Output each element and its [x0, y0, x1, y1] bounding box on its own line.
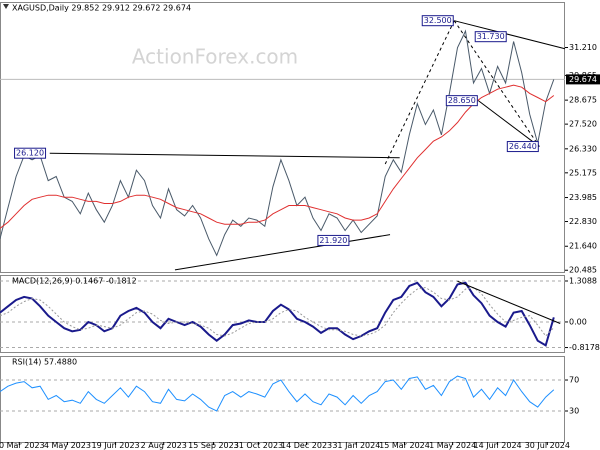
- panel-frame: [0, 275, 565, 353]
- annotation-box: [14, 147, 47, 159]
- annotation-box: [317, 234, 350, 246]
- annotation-box: [445, 95, 478, 107]
- watermark: ActionForex.com: [132, 45, 298, 69]
- symbol-icon: [3, 4, 9, 9]
- x-tick-label: 31 Oct 2023: [234, 441, 283, 450]
- annotation-label: 28.650: [448, 96, 476, 105]
- annotation-label: 31.730: [477, 32, 505, 41]
- annotation-box: [474, 31, 507, 43]
- y-tick-label: 28.675: [569, 96, 597, 105]
- series-line: [0, 84, 555, 229]
- annotation-label: 26.440: [509, 142, 537, 151]
- y-tick-label: 27.520: [569, 120, 597, 129]
- trendline: [384, 20, 455, 165]
- series-line: [0, 375, 555, 412]
- x-tick-label: 20 Mar 2023: [0, 441, 45, 450]
- x-tick-label: 1 May 2024: [429, 441, 476, 450]
- panel-frame: [0, 2, 565, 273]
- last-price-label: 29.674: [569, 75, 597, 84]
- panel-title: RSI(14) 57.4880: [12, 358, 77, 367]
- y-tick-label: 21.640: [569, 242, 597, 251]
- panel-title: MACD(12,26,9) 0.1467 -0.1812: [12, 277, 137, 286]
- x-tick-label: 14 Dec 2023: [281, 441, 332, 450]
- y-tick-label: 20.485: [569, 266, 597, 275]
- y-tick-label: -0.8178: [569, 343, 600, 352]
- y-tick-label: 1.3088: [569, 276, 597, 285]
- annotation-box: [421, 15, 454, 27]
- series-line: [0, 281, 555, 347]
- x-tick-label: 2 Aug 2023: [141, 441, 187, 450]
- x-tick-label: 15 Sep 2023: [188, 441, 239, 450]
- annotation-label: 26.120: [16, 149, 44, 158]
- trendline: [457, 280, 561, 324]
- annotation-box: [506, 141, 539, 153]
- y-tick-label: 23.985: [569, 193, 597, 202]
- y-tick-label: 0.00: [569, 317, 587, 326]
- panel-title: XAGUSD,Daily 29.852 29.912 29.672 29.674: [12, 4, 191, 13]
- x-tick-label: 30 Jul 2024: [525, 441, 570, 450]
- trendline: [49, 152, 400, 159]
- x-tick-label: 15 Mar 2024: [379, 441, 430, 450]
- y-tick-label: 26.330: [569, 144, 597, 153]
- y-tick-label: 70: [569, 376, 579, 385]
- series-line: [0, 286, 555, 337]
- trendline: [478, 100, 540, 147]
- trendline: [453, 20, 540, 147]
- y-tick-label: 30: [569, 407, 579, 416]
- y-tick-label: 31.210: [569, 43, 597, 52]
- x-tick-label: 19 Jun 2023: [92, 441, 140, 450]
- annotation-label: 21.920: [319, 236, 347, 245]
- y-tick-label: 25.175: [569, 168, 597, 177]
- y-tick-label: 22.830: [569, 217, 597, 226]
- x-tick-label: 14 Jun 2024: [474, 441, 522, 450]
- x-tick-label: 31 Jan 2024: [332, 441, 380, 450]
- last-price-box: [566, 74, 600, 85]
- panel-frame: [0, 356, 565, 443]
- annotation-label: 32.500: [424, 16, 452, 25]
- trendline: [454, 20, 566, 50]
- x-tick-label: 4 May 2023: [44, 441, 91, 450]
- trendline: [174, 234, 391, 271]
